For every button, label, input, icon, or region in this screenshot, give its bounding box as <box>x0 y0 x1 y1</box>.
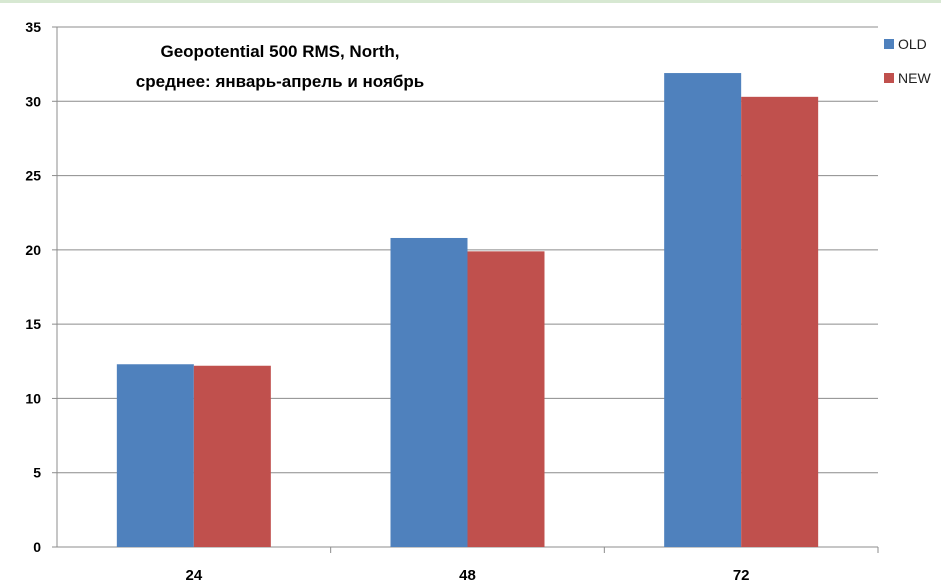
y-tick-label: 20 <box>25 242 41 258</box>
bar-new-24 <box>193 365 271 547</box>
bar-old-48 <box>390 237 468 547</box>
x-tick-label: 24 <box>185 567 202 584</box>
x-tick-labels: 24 48 72 <box>185 567 749 584</box>
legend-label-old: OLD <box>898 36 927 52</box>
legend-label-new: NEW <box>898 70 931 86</box>
chart-title-line-1: Geopotential 500 RMS, North, <box>161 42 400 61</box>
x-tick-label: 48 <box>459 567 476 584</box>
x-tick-label: 72 <box>733 567 750 584</box>
legend: OLD NEW <box>884 36 931 86</box>
legend-swatch-new <box>884 73 894 83</box>
bar-old-72 <box>664 73 742 548</box>
y-tick-labels: 0 5 10 15 20 25 30 35 <box>25 19 41 555</box>
bar-new-72 <box>741 96 819 547</box>
bars <box>116 73 819 548</box>
y-tick-label: 30 <box>25 93 41 109</box>
legend-swatch-old <box>884 39 894 49</box>
chart-title-line-2: среднее: январь-апрель и ноябрь <box>136 72 424 91</box>
y-tick-label: 10 <box>25 390 41 406</box>
bar-chart: 0 5 10 15 20 25 30 35 24 48 72 Geopotential 500 R… <box>25 19 931 584</box>
chart-title: Geopotential 500 RMS, North, среднее: янв… <box>136 42 424 91</box>
bar-new-48 <box>467 251 545 548</box>
y-tick-label: 5 <box>33 465 41 481</box>
y-tick-label: 15 <box>25 316 41 332</box>
y-tick-label: 0 <box>33 539 41 555</box>
bar-old-24 <box>116 364 194 547</box>
y-tick-label: 35 <box>25 19 41 35</box>
y-tick-label: 25 <box>25 168 41 184</box>
